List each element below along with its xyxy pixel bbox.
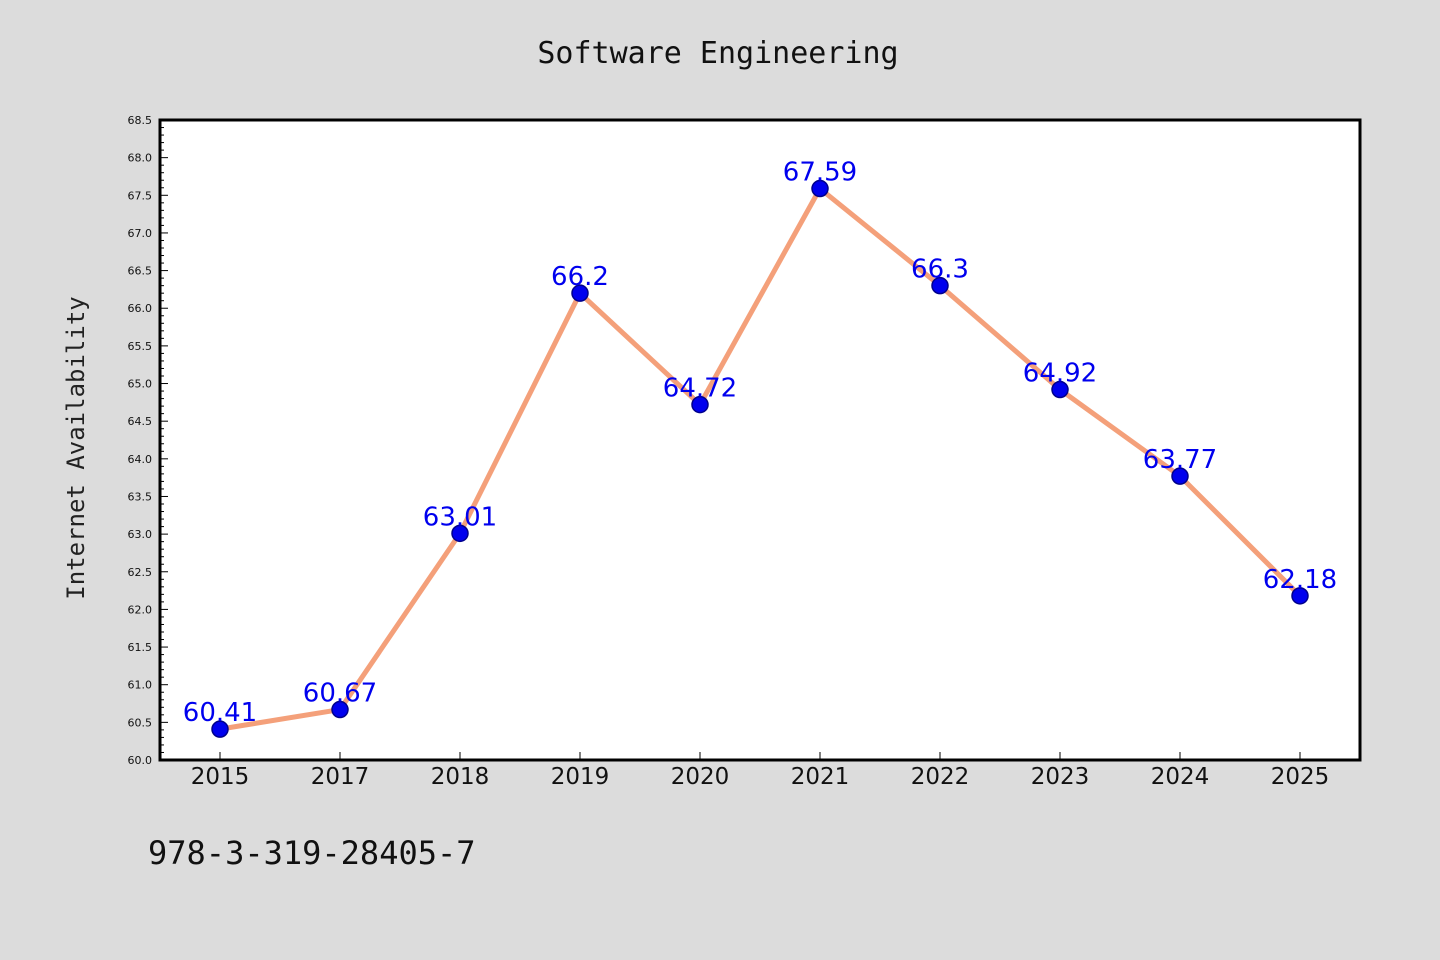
data-label: 67.59 <box>783 158 857 188</box>
data-label: 60.41 <box>183 698 257 728</box>
data-label: 63.77 <box>1143 445 1217 475</box>
data-label: 62.18 <box>1263 565 1337 595</box>
x-tick-label: 2015 <box>191 764 250 790</box>
y-tick-label: 61.0 <box>128 679 153 692</box>
data-point <box>691 395 709 414</box>
plot-frame <box>158 118 1362 762</box>
y-axis-label: Internet Availability <box>62 296 90 599</box>
data-point <box>1171 467 1189 485</box>
data-point <box>211 720 229 738</box>
x-tick-label: 2021 <box>791 764 850 790</box>
data-label: 64.72 <box>663 374 737 404</box>
data-label: 64.92 <box>1023 359 1097 389</box>
y-tick-label: 64.0 <box>128 453 153 466</box>
y-tick-label: 67.0 <box>128 227 153 240</box>
data-labels: 60.41 60.67 63.01 66.2 64.72 67.59 66.3 64.92 63… <box>183 158 1337 729</box>
data-point <box>931 276 949 295</box>
x-tick-label: 2020 <box>671 764 730 790</box>
y-tick-label: 66.0 <box>128 302 153 315</box>
y-tick-label: 62.0 <box>128 603 153 616</box>
data-point <box>1051 380 1069 399</box>
x-tick-label: 2019 <box>551 764 610 790</box>
y-tick-label: 60.5 <box>128 716 153 729</box>
y-tick-label: 67.5 <box>128 189 153 202</box>
y-tick-label: 62.5 <box>128 566 153 579</box>
plot-area <box>160 120 1360 760</box>
data-label: 60.67 <box>303 679 377 709</box>
y-tick-label: 63.0 <box>128 528 153 541</box>
data-label: 63.01 <box>423 502 497 532</box>
y-tick-label: 63.5 <box>128 490 153 503</box>
series-line-group <box>217 186 1303 732</box>
x-tick-label: 2025 <box>1271 764 1330 790</box>
x-tick-label: 2017 <box>311 764 370 790</box>
data-point <box>811 179 829 198</box>
data-point <box>331 700 349 719</box>
x-tick-label: 2018 <box>431 764 490 790</box>
data-label: 66.2 <box>551 262 609 292</box>
x-tick-label: 2023 <box>1031 764 1090 790</box>
data-point <box>571 284 589 302</box>
y-ticks: 60.0 60.5 61.0 61.5 62.0 62.5 63.0 63.5 64.0 64.5… <box>128 114 168 767</box>
chart-title: Software Engineering <box>537 36 898 71</box>
y-tick-label: 68.5 <box>128 114 153 127</box>
y-tick-label: 65.0 <box>128 378 153 391</box>
data-markers <box>211 179 1309 738</box>
y-tick-label: 66.5 <box>128 265 153 278</box>
y-tick-label: 64.5 <box>128 415 153 428</box>
data-point <box>451 524 469 543</box>
data-label: 66.3 <box>911 255 969 285</box>
data-point <box>1291 587 1309 605</box>
y-tick-label: 68.0 <box>128 152 153 165</box>
y-tick-label: 61.5 <box>128 641 153 654</box>
series-line <box>217 186 1303 732</box>
x-tick-label: 2022 <box>911 764 970 790</box>
x-tick-label: 2024 <box>1151 764 1210 790</box>
y-tick-label: 65.5 <box>128 340 153 353</box>
y-tick-label: 60.0 <box>128 754 153 767</box>
x-ticks: 2015 2017 2018 2019 2020 2021 2022 2023 2024 2025 <box>191 752 1330 790</box>
isbn-annotation: 978-3-319-28405-7 <box>148 834 476 872</box>
